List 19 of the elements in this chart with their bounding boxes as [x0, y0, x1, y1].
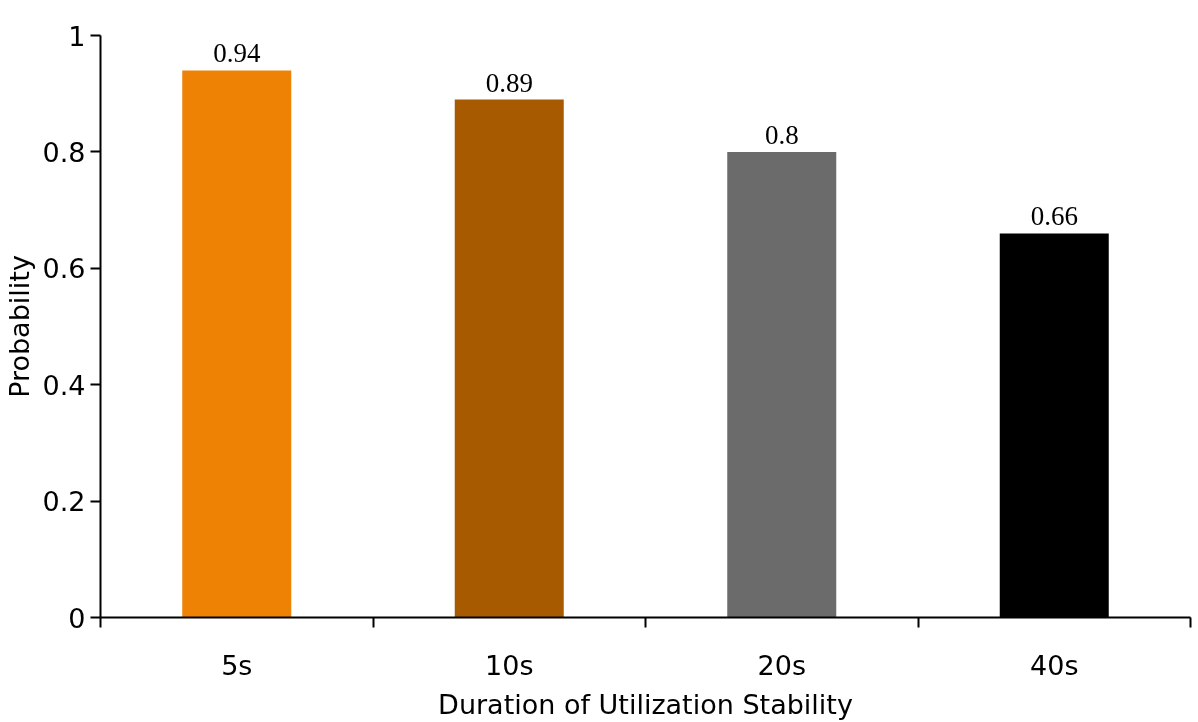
y-tick-label: 0: [68, 602, 86, 634]
bar: [182, 70, 292, 618]
data-label: 0.89: [485, 67, 533, 98]
data-label: 0.66: [1030, 201, 1078, 232]
x-tick-label: 10s: [485, 649, 534, 681]
data-label: 0.8: [764, 119, 799, 150]
data-label: 0.94: [213, 38, 261, 69]
bar: [454, 99, 564, 618]
y-tick-label: 0.2: [42, 486, 86, 518]
x-tick-label: 5s: [221, 649, 253, 681]
y-tick-label: 0.6: [42, 253, 86, 285]
y-tick-label: 0.8: [42, 136, 86, 168]
x-tick-label: 20s: [757, 649, 806, 681]
x-tick-label: 40s: [1030, 649, 1079, 681]
y-tick-label: 0.4: [42, 369, 86, 401]
bar: [727, 151, 837, 618]
x-axis-title: Duration of Utilization Stability: [438, 688, 853, 720]
y-axis-title: Probability: [3, 255, 35, 398]
y-tick-label: 1: [68, 20, 86, 52]
